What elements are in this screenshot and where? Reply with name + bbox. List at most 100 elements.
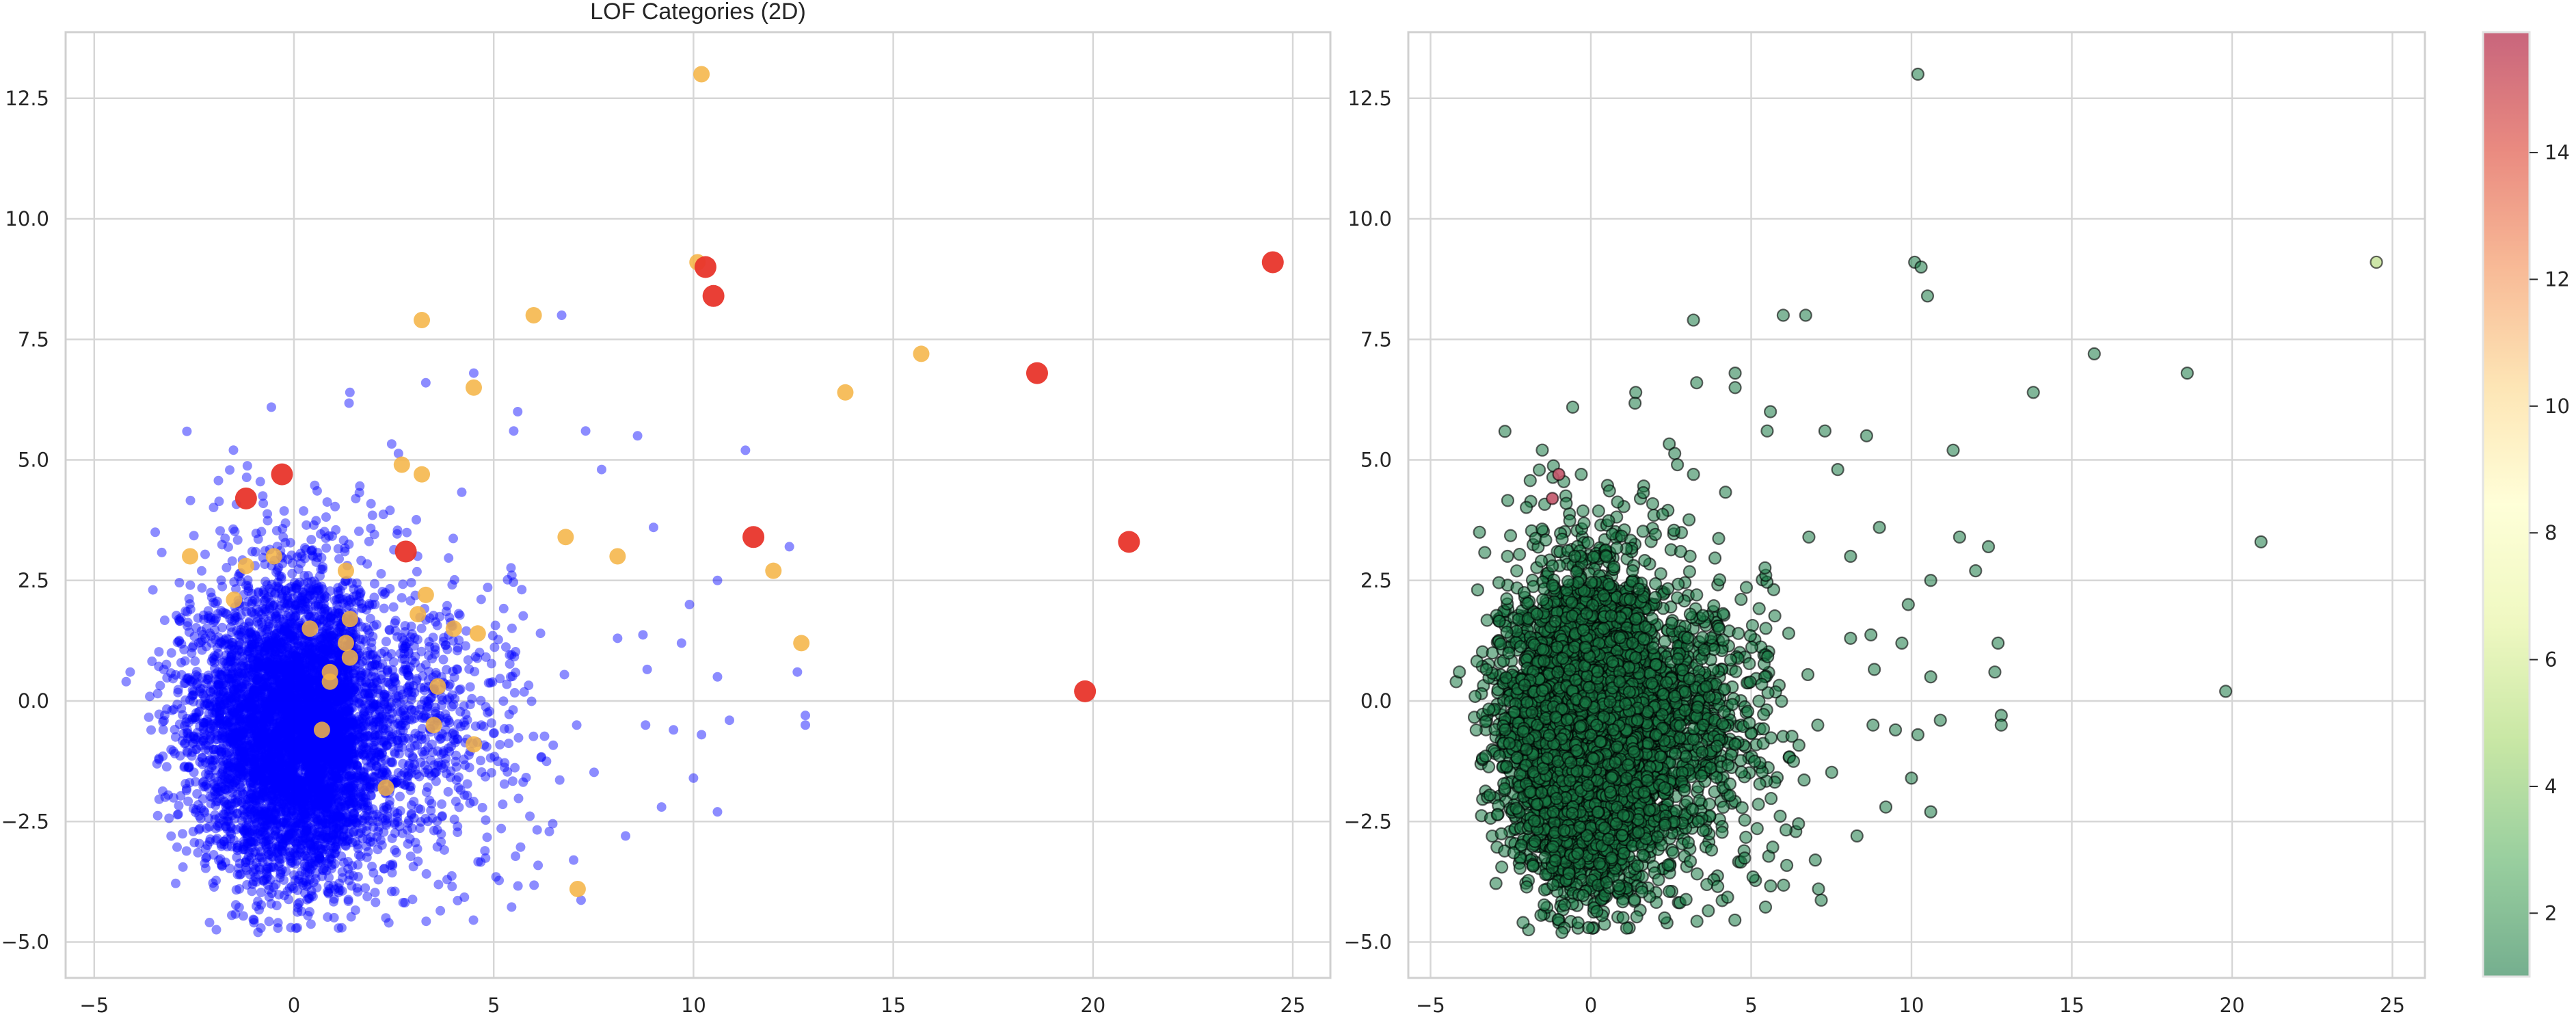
normal-point [349, 813, 359, 823]
normal-point [346, 818, 356, 828]
normal-point [308, 712, 318, 722]
normal-point [276, 744, 286, 754]
normal-point [198, 794, 208, 804]
normal-point [282, 717, 292, 728]
normal-point [332, 823, 342, 834]
normal-point [270, 777, 280, 787]
normal-point [475, 756, 485, 766]
normal-point [263, 714, 273, 724]
normal-point [225, 728, 235, 738]
normal-point [258, 769, 268, 780]
normal-point [202, 840, 213, 850]
normal-point [457, 487, 467, 497]
normal-point [312, 486, 322, 496]
normal-point [297, 689, 307, 699]
normal-point [297, 708, 307, 719]
normal-point [310, 480, 320, 490]
normal-point [306, 704, 317, 715]
normal-point [377, 840, 387, 850]
normal-point [301, 822, 312, 832]
normal-point [459, 701, 469, 711]
normal-point [265, 655, 275, 665]
normal-point [172, 637, 183, 648]
normal-point [286, 754, 296, 765]
normal-point [384, 730, 394, 741]
normal-point [280, 518, 291, 529]
normal-point [276, 778, 286, 788]
normal-point [251, 711, 261, 721]
normal-point [289, 797, 299, 808]
normal-point [236, 745, 246, 756]
normal-point [334, 792, 344, 802]
normal-point [312, 652, 322, 662]
normal-point [416, 700, 427, 710]
normal-point [180, 695, 191, 705]
normal-point [382, 814, 392, 824]
normal-point [362, 811, 373, 821]
normal-point [316, 694, 326, 704]
normal-point [291, 754, 301, 765]
normal-point [301, 663, 311, 673]
normal-point [304, 869, 314, 879]
normal-point [289, 635, 299, 645]
normal-point [334, 693, 345, 704]
normal-point [356, 717, 366, 727]
normal-point [262, 636, 272, 646]
normal-point [256, 738, 267, 748]
normal-point [242, 801, 252, 812]
normal-point [268, 802, 278, 812]
normal-point [330, 608, 340, 618]
normal-point [513, 793, 524, 804]
normal-point [323, 784, 333, 794]
normal-point [266, 402, 276, 412]
normal-point [338, 693, 349, 704]
normal-point [334, 554, 345, 564]
normal-point [232, 769, 242, 779]
normal-point [225, 652, 235, 662]
normal-point [282, 715, 293, 725]
normal-point [320, 841, 330, 851]
normal-point [225, 737, 235, 747]
normal-point [276, 600, 286, 611]
normal-point [164, 813, 174, 823]
normal-point [200, 693, 211, 703]
normal-point [241, 730, 252, 741]
normal-point [307, 691, 317, 702]
normal-point [493, 756, 503, 767]
normal-point [284, 701, 295, 711]
normal-point [224, 806, 234, 817]
normal-point [410, 658, 420, 668]
normal-point [429, 825, 439, 836]
normal-point [297, 720, 307, 730]
normal-point [314, 709, 324, 719]
normal-point [250, 806, 260, 816]
normal-point [243, 794, 253, 804]
normal-point [349, 734, 360, 745]
normal-point [309, 845, 319, 855]
normal-point [252, 776, 263, 786]
normal-point [528, 731, 539, 741]
normal-point [236, 702, 246, 713]
normal-point [299, 681, 310, 691]
normal-point [449, 574, 459, 585]
normal-point [388, 657, 399, 667]
normal-point [176, 639, 187, 649]
normal-point [364, 717, 375, 727]
normal-point [291, 783, 301, 793]
normal-point [322, 808, 332, 819]
normal-point [201, 823, 211, 834]
normal-point [368, 743, 378, 753]
normal-point [314, 786, 325, 797]
normal-point [217, 581, 228, 592]
normal-point [252, 596, 263, 607]
normal-point [203, 670, 213, 680]
normal-point [342, 707, 352, 717]
normal-point [360, 810, 370, 821]
normal-point [301, 776, 311, 786]
normal-point [453, 664, 463, 674]
normal-point [276, 635, 286, 646]
normal-point [171, 878, 181, 888]
normal-point [379, 864, 389, 874]
normal-point [336, 679, 347, 689]
normal-point [235, 757, 245, 767]
